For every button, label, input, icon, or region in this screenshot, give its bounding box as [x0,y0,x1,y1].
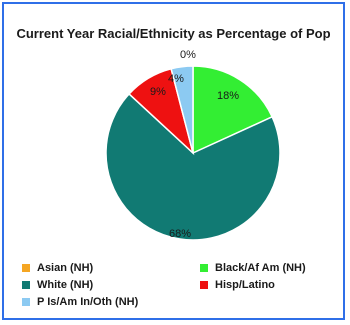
legend-label-asian: Asian (NH) [37,262,94,274]
data-label-white-nh: 68% [169,228,191,240]
legend-item-asian: Asian (NH) [22,261,93,275]
pie-slice-white-nh [105,92,281,241]
chart-title: Current Year Racial/Ethnicity as Percent… [16,26,331,41]
pie-slice-black-af-am-nh [192,65,274,155]
chart-frame: Current Year Racial/Ethnicity as Percent… [2,2,345,320]
data-label-hisp-latino: 9% [150,86,166,98]
pie-slice-p-is-am-in-oth-nh [170,65,194,154]
legend-label-hispanic: Hisp/Latino [215,279,275,291]
legend-item-black: Black/Af Am (NH) [200,261,306,275]
data-label-asian-nh: 0% [180,49,196,61]
legend-item-hispanic: Hisp/Latino [200,278,275,292]
legend-label-pacific-other: P Is/Am In/Oth (NH) [37,296,139,308]
legend-item-pacific-other: P Is/Am In/Oth (NH) [22,295,138,309]
legend-item-white: White (NH) [22,278,93,292]
legend-swatch-pacific-other [22,298,30,306]
legend-label-white: White (NH) [37,279,94,291]
legend-label-black: Black/Af Am (NH) [215,262,306,274]
legend-swatch-white [22,281,30,289]
data-label-p-is-am-in-oth-nh: 4% [168,73,184,85]
legend-swatch-black [200,264,208,272]
data-label-black-af-am-nh: 18% [217,90,239,102]
legend-swatch-asian [22,264,30,272]
legend-swatch-hispanic [200,281,208,289]
